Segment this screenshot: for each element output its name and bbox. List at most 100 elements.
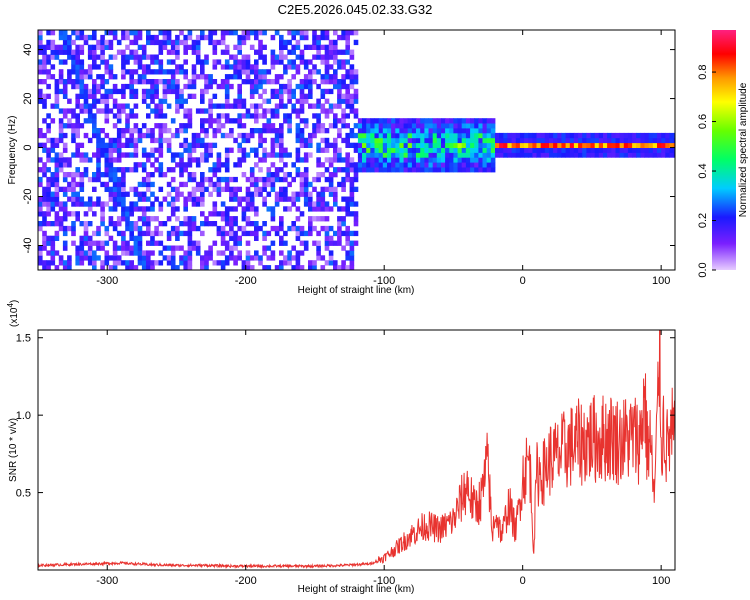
spectrogram-cell: [154, 88, 159, 95]
spectrogram-cell: [71, 201, 76, 207]
spectrogram-cell: [312, 265, 317, 270]
spectrogram-cell: [104, 132, 110, 139]
spectrogram-cell: [191, 147, 197, 153]
spectrogram-cell: [565, 147, 571, 153]
spectrogram-cell: [183, 181, 188, 188]
spectrogram-cell: [465, 152, 471, 158]
spectrogram-cell: [125, 240, 130, 246]
spectrogram-cell: [175, 39, 180, 46]
spectrogram-cell: [345, 113, 350, 119]
spectrogram-cell: [283, 162, 288, 168]
spectrogram-cell: [170, 186, 176, 192]
spectrogram-cell: [665, 132, 670, 139]
spectrogram-cell: [432, 118, 438, 124]
spectrogram-cell: [150, 54, 155, 60]
spectrogram-cell: [104, 255, 110, 261]
spectrogram-cell: [420, 118, 425, 124]
spectrogram-cell: [224, 83, 230, 90]
spectrogram-cell: [274, 93, 280, 99]
spectrogram-cell: [245, 34, 251, 41]
spectrogram-cell: [262, 157, 267, 163]
spectrogram-cell: [316, 250, 321, 256]
spectrogram-cell: [46, 147, 51, 153]
spectrogram-cell: [532, 142, 537, 148]
spectrogram-cell: [482, 128, 488, 134]
spectrogram-cell: [79, 142, 85, 148]
spectrogram-cell: [287, 39, 292, 46]
spectrogram-cell: [395, 157, 400, 163]
spectrogram-cell: [586, 147, 591, 153]
spectrogram-cell: [299, 181, 305, 188]
spectrogram-cell: [179, 39, 184, 46]
spectrogram-cell: [378, 132, 384, 139]
spectrogram-cell: [249, 230, 255, 237]
spectrogram-cell: [249, 181, 255, 188]
spectrogram-cell: [129, 54, 134, 60]
spectrogram-cell: [170, 83, 176, 90]
spectrogram-cell: [312, 103, 317, 109]
spectrogram-cell: [150, 34, 155, 41]
spectrogram-cell: [241, 157, 247, 163]
spectrogram-cell: [540, 132, 546, 139]
spectrogram-cell: [399, 162, 404, 168]
spectrogram-cell: [337, 64, 342, 70]
spectrogram-cell: [528, 132, 533, 139]
spectrogram-cell: [229, 196, 234, 202]
spectrogram-cell: [337, 132, 342, 139]
spectrogram-cell: [46, 113, 51, 119]
spectrogram-cell: [320, 225, 326, 232]
spectrogram-cell: [432, 162, 438, 168]
spectrogram-cell: [162, 39, 168, 46]
spectrogram-cell: [96, 44, 101, 50]
spectrogram-cell: [474, 167, 479, 173]
spectrogram-cell: [411, 118, 417, 124]
spectrogram-cell: [586, 137, 591, 144]
spectrogram-cell: [353, 98, 359, 104]
spectrogram-cell: [104, 118, 110, 124]
spectrogram-cell: [303, 152, 309, 158]
spectrogram-cell: [636, 142, 641, 148]
spectrogram-cell: [308, 221, 313, 227]
spectrogram-cell: [428, 118, 434, 124]
spectrogram-cell: [249, 44, 255, 50]
spectrogram-cell: [58, 260, 64, 266]
spectrogram-cell: [87, 201, 93, 207]
spectrogram-cell: [328, 260, 334, 266]
spectrogram-cell: [661, 132, 666, 139]
spectrogram-cell: [540, 142, 546, 148]
spectrogram-cell: [399, 137, 404, 144]
spectrogram-cell: [200, 201, 205, 207]
spectrogram-cell: [461, 162, 467, 168]
spectrogram-cell: [175, 44, 180, 50]
spectrogram-cell: [490, 118, 496, 124]
spectrogram-cell: [208, 152, 213, 158]
spectrogram-cell: [112, 98, 118, 104]
spectrogram-cell: [191, 44, 197, 50]
spectrogram-cell: [328, 142, 334, 148]
spectrogram-cell: [87, 235, 93, 241]
spectrogram-cell: [229, 255, 234, 261]
spectrogram-cell: [75, 152, 80, 158]
spectrogram-cell: [229, 118, 234, 124]
spectrogram-cell: [291, 64, 296, 70]
spectrogram-cell: [137, 250, 143, 256]
spectrogram-cell: [108, 196, 114, 202]
spectrogram-cell: [241, 132, 247, 139]
spectrogram-cell: [445, 152, 450, 158]
spectrogram-cell: [233, 255, 238, 261]
colorbar-gradient: [712, 30, 736, 270]
spectrogram-cell: [345, 201, 350, 207]
spectrogram-cell: [411, 147, 417, 153]
spectrogram-cell: [432, 123, 438, 129]
spectrogram-cell: [657, 147, 662, 153]
spectrogram-cell: [395, 152, 400, 158]
spectrogram-cell: [320, 59, 326, 65]
spectrogram-cell: [150, 132, 155, 139]
spectrogram-cell: [187, 172, 193, 178]
spectrogram-cell: [249, 167, 255, 173]
spectrogram-cell: [116, 157, 122, 163]
spectrogram-cell: [212, 39, 218, 46]
spectrogram-cell: [191, 191, 197, 197]
spectrogram-cell: [353, 88, 359, 95]
spectrogram-cell: [237, 250, 242, 256]
